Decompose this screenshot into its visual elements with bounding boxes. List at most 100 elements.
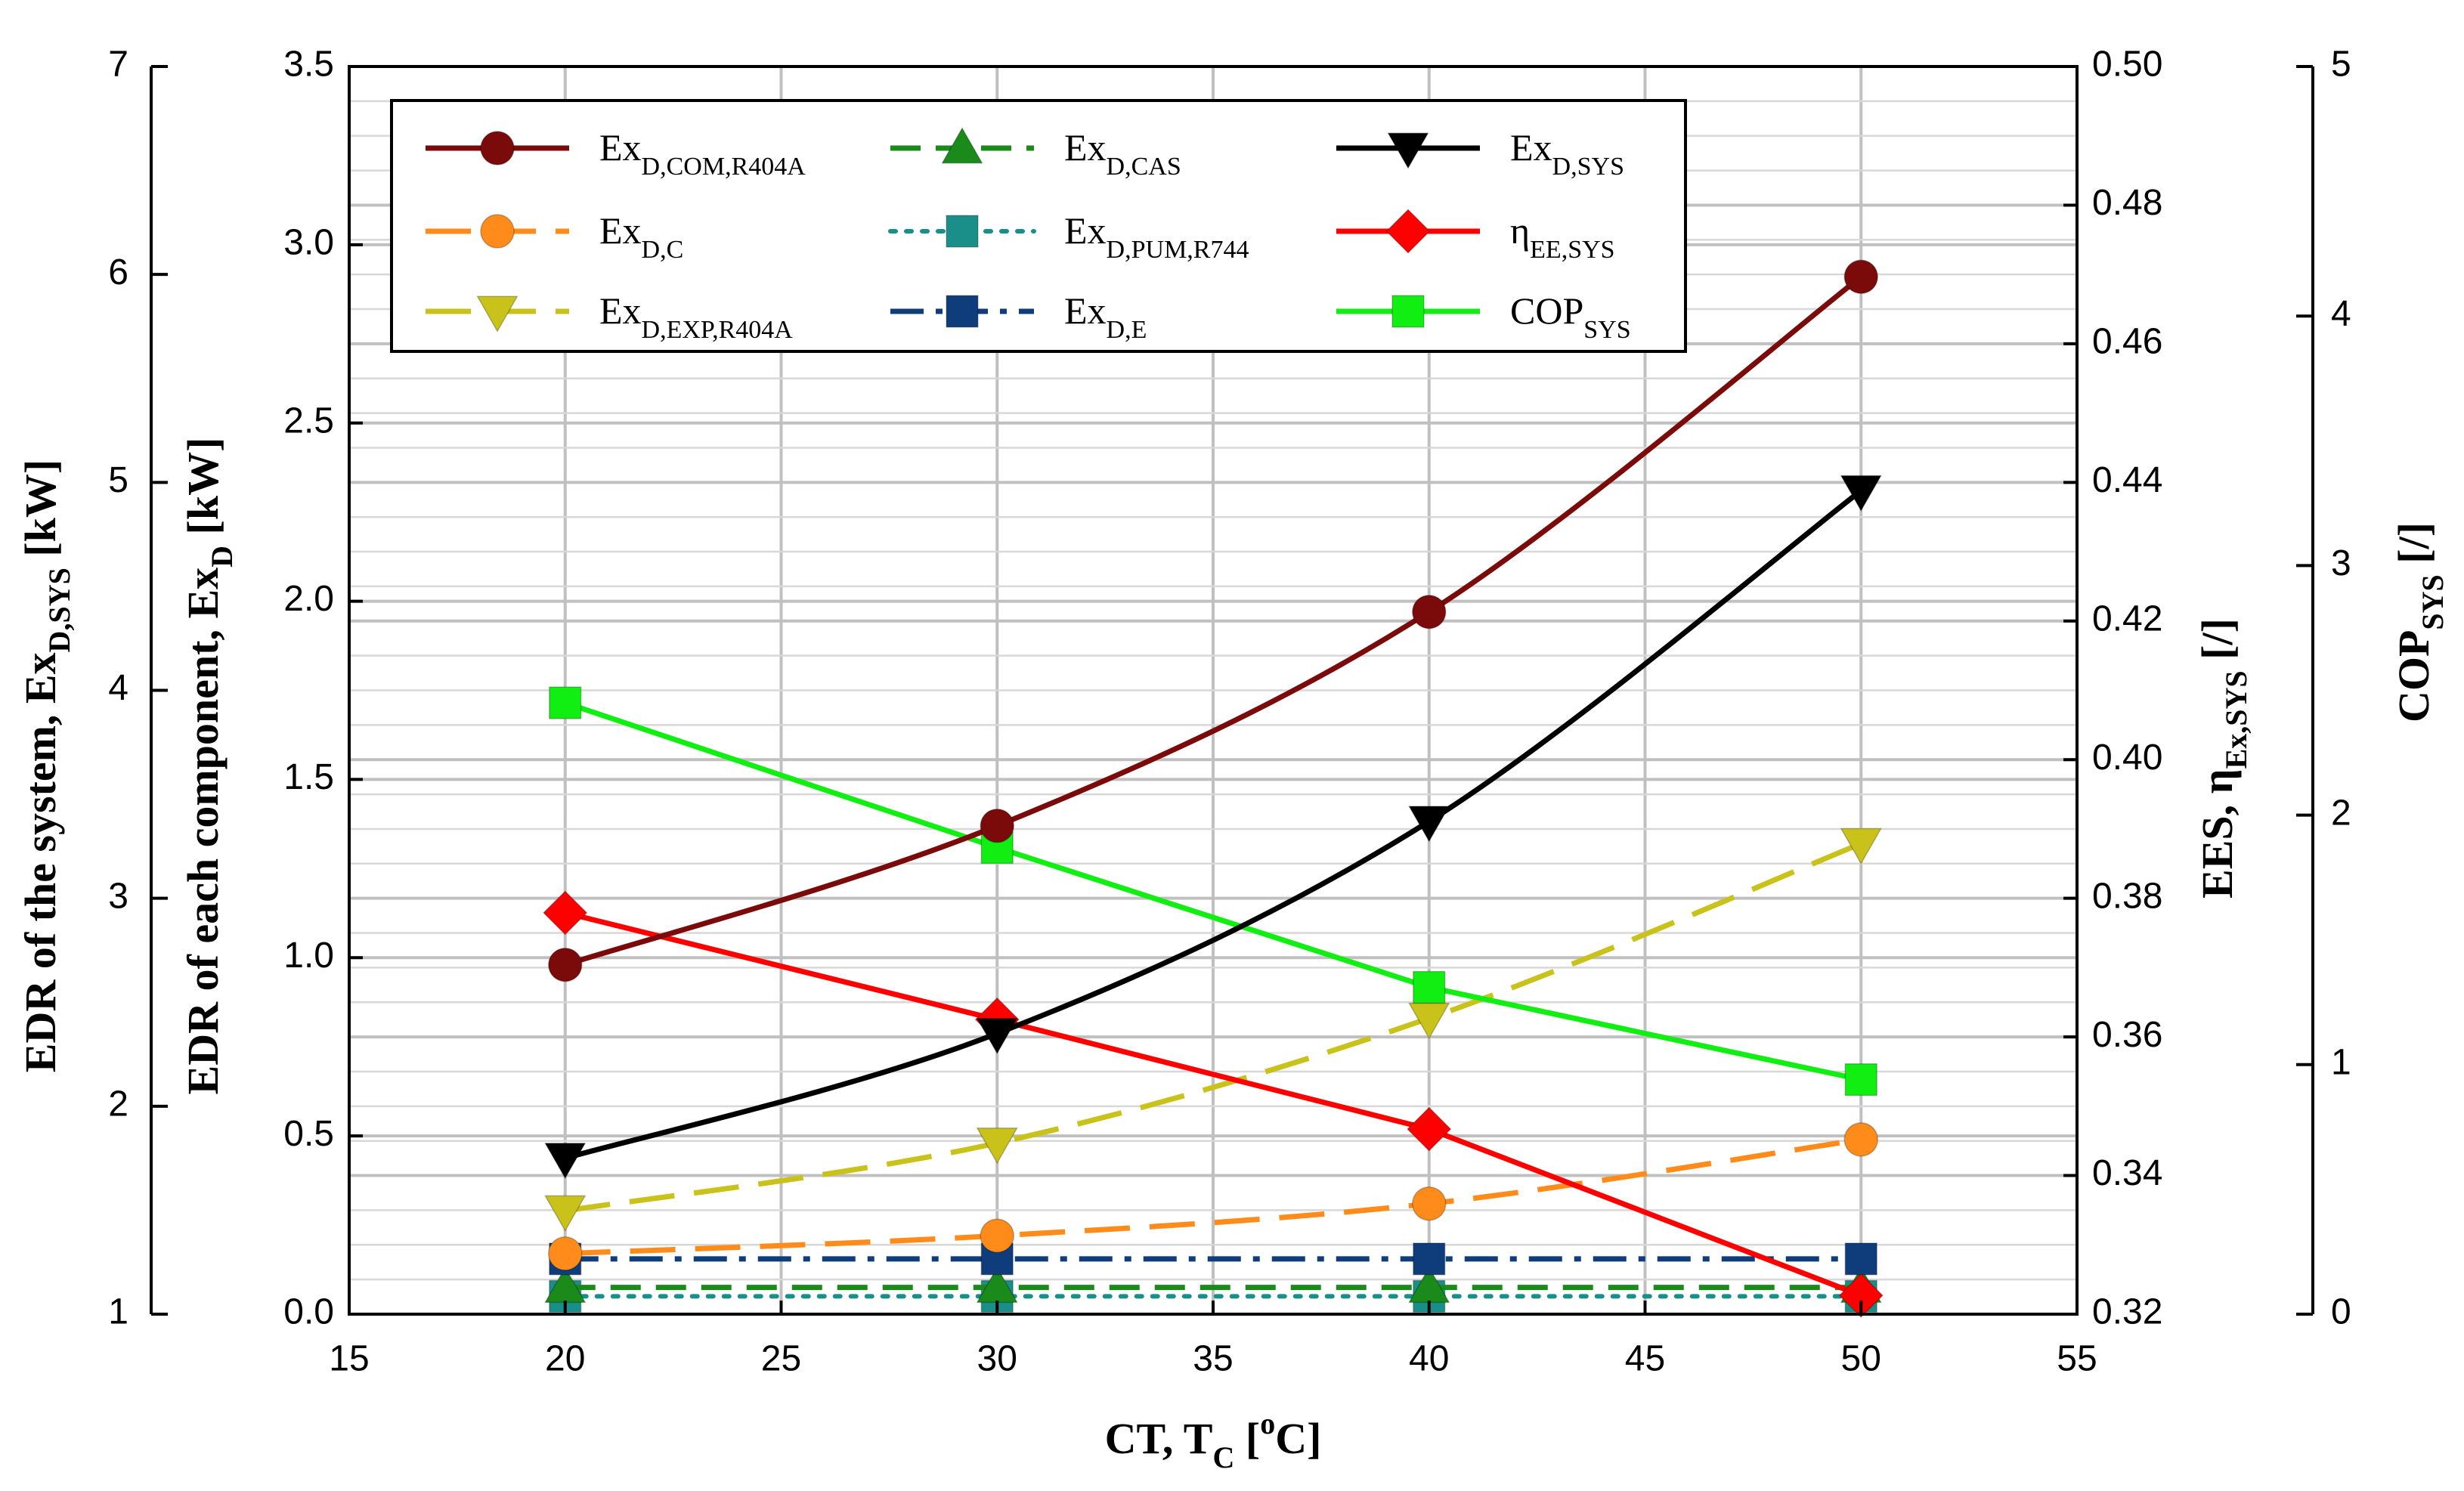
data-point-ex_e	[1844, 1242, 1877, 1276]
y-inner-right-tick-label: 0.44	[2092, 460, 2162, 500]
y-outer-left-tick-label: 5	[108, 460, 128, 500]
series-line-ex_c	[565, 1137, 1862, 1257]
y-outer-left-tick-label: 4	[108, 668, 128, 708]
legend-label-cop: COPSYS	[1510, 289, 1631, 344]
data-point-ex_com	[1412, 594, 1447, 629]
data-point-ex_c	[1412, 1186, 1447, 1221]
legend-marker-cop	[1391, 295, 1425, 328]
legend-box	[390, 99, 1687, 353]
legend-marker-ex_pum	[946, 215, 979, 248]
y-inner-right-tick-label: 0.36	[2092, 1015, 2162, 1055]
y-outer-left-tick-label: 3	[108, 876, 128, 916]
y-outer-right-tick-label: 0	[2331, 1292, 2351, 1332]
y-inner-left-tick-label: 0.5	[283, 1114, 334, 1154]
y-outer-left-title: EDR of the system, ExD,SYS [kW]	[16, 459, 76, 1072]
y-inner-right-tick-label: 0.46	[2092, 322, 2162, 362]
data-point-ex_sys	[976, 1017, 1018, 1055]
y-inner-right-tick-label: 0.40	[2092, 738, 2162, 778]
y-outer-left-tick-label: 6	[108, 252, 128, 292]
data-point-ex_sys	[1840, 475, 1882, 512]
legend-item-ex_sys: ExD,SYS	[1336, 126, 1624, 181]
x-tick-label: 30	[977, 1339, 1017, 1379]
y-inner-left-tick-label: 1.5	[283, 757, 334, 797]
series-ex_c	[548, 1122, 1878, 1271]
legend-item-ex_exp: ExD,EXP,R404A	[426, 289, 793, 344]
legend-item-ex_c: ExD,C	[426, 209, 683, 264]
data-point-ex_exp	[1408, 1002, 1450, 1040]
legend-label-ex_cas: ExD,CAS	[1064, 126, 1181, 181]
data-point-ex_c	[980, 1218, 1014, 1253]
legend-marker-ex_sys	[1387, 132, 1429, 169]
series-line-ex_sys	[564, 488, 1863, 1161]
legend-marker-ex_cas	[941, 127, 983, 164]
data-point-ex_sys	[544, 1143, 587, 1180]
y-outer-left-tick-label: 7	[108, 45, 128, 85]
y-inner-right-tick-label: 0.38	[2092, 876, 2162, 916]
legend-marker-ex_e	[946, 295, 979, 328]
legend-item-ex_cas: ExD,CAS	[890, 126, 1181, 181]
legend-marker-ex_c	[480, 214, 515, 249]
data-point-ex_exp	[976, 1128, 1018, 1165]
legend-marker-eta	[1385, 209, 1431, 254]
y-outer-right-tick-label: 5	[2331, 45, 2351, 85]
data-point-ex_exp	[1840, 827, 1882, 865]
legend-item-eta: ηEE,SYS	[1336, 209, 1615, 264]
x-tick-label: 15	[329, 1339, 369, 1379]
series-ex_sys	[544, 475, 1882, 1180]
data-point-cop	[1844, 1063, 1877, 1097]
legend-label-ex_exp: ExD,EXP,R404A	[599, 289, 793, 344]
legend-item-ex_e: ExD,E	[890, 289, 1147, 344]
legend-marker-ex_exp	[476, 295, 518, 333]
y-outer-right-tick-label: 4	[2331, 294, 2351, 334]
axis-titles: CT, TC [oC] EDR of the system, ExD,SYS [k…	[16, 438, 2449, 1474]
series-line-eta	[564, 910, 1862, 1298]
series-line-cop	[564, 700, 1862, 1083]
legend-marker-ex_com	[480, 131, 515, 165]
legend: ExD,COM,R404A ExD,C ExD,EXP,R404A ExD,CAS Ex…	[390, 99, 1687, 353]
legend-label-ex_sys: ExD,SYS	[1510, 126, 1624, 181]
data-point-ex_e	[1413, 1242, 1446, 1276]
series-ex_exp	[544, 827, 1882, 1233]
y-inner-right-tick-label: 0.50	[2092, 45, 2162, 85]
y-inner-right-title: EES, ηEx,SYS [/]	[2193, 618, 2252, 899]
series-layer	[543, 259, 1884, 1318]
legend-label-ex_c: ExD,C	[599, 209, 683, 264]
x-tick-label: 50	[1841, 1339, 1881, 1379]
y-outer-right-tick-label: 2	[2331, 793, 2351, 833]
data-point-ex_com	[548, 947, 583, 982]
series-ex_com	[548, 259, 1878, 982]
y-outer-right-tick-label: 1	[2331, 1042, 2351, 1082]
y-inner-right-tick-label: 0.34	[2092, 1153, 2162, 1193]
y-inner-left-tick-label: 3.5	[283, 45, 334, 85]
y-outer-right-title: COPSYS [/]	[2389, 522, 2449, 722]
data-point-eta	[1407, 1106, 1452, 1152]
data-point-eta	[1838, 1273, 1884, 1318]
y-outer-left-tick-label: 1	[108, 1292, 128, 1332]
y-inner-left-tick-label: 2.0	[283, 579, 334, 619]
axes-layer: 15 20 25 30 35 40 45 50 550.00.51.01.52.02.53.03…	[108, 45, 2351, 1379]
y-inner-left-tick-label: 3.0	[283, 223, 334, 263]
x-tick-label: 40	[1409, 1339, 1449, 1379]
legend-item-ex_pum: ExD,PUM,R744	[888, 209, 1249, 264]
x-tick-label: 20	[545, 1339, 585, 1379]
data-point-cop	[549, 686, 582, 719]
series-line-ex_com	[564, 274, 1863, 968]
y-inner-right-tick-label: 0.32	[2092, 1292, 2162, 1332]
x-axis-title: CT, TC [oC]	[1105, 1406, 1322, 1474]
y-inner-left-tick-label: 0.0	[283, 1292, 334, 1332]
y-inner-right-tick-label: 0.48	[2092, 183, 2162, 223]
y-inner-left-title: EDR of each component, ExD [kW]	[178, 438, 238, 1095]
data-point-ex_sys	[1408, 806, 1450, 843]
legend-label-ex_pum: ExD,PUM,R744	[1064, 209, 1249, 264]
legend-label-eta: ηEE,SYS	[1510, 209, 1615, 264]
x-tick-label: 45	[1625, 1339, 1665, 1379]
data-point-ex_c	[1843, 1122, 1878, 1157]
y-inner-left-tick-label: 1.0	[283, 936, 334, 976]
legend-label-ex_e: ExD,E	[1064, 289, 1147, 344]
data-point-ex_com	[1843, 259, 1878, 295]
legend-item-cop: COPSYS	[1336, 289, 1631, 344]
legend-label-ex_com: ExD,COM,R404A	[599, 126, 806, 181]
data-point-eta	[543, 890, 588, 936]
x-tick-label: 25	[761, 1339, 801, 1379]
